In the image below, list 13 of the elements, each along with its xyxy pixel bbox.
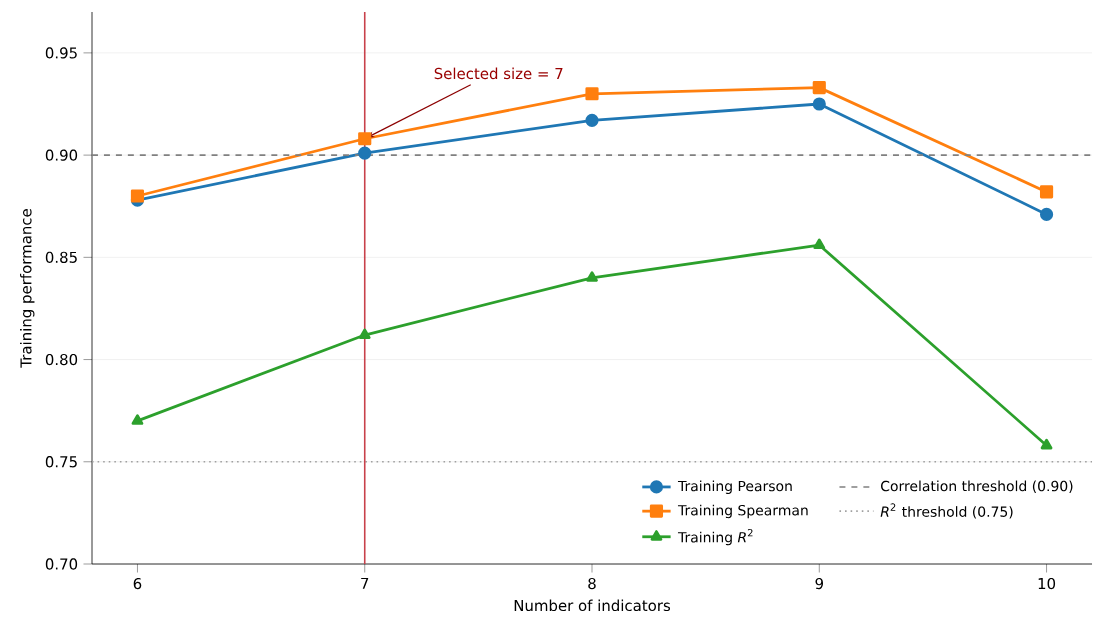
point — [813, 238, 826, 250]
point — [1039, 207, 1054, 221]
point — [585, 113, 599, 127]
point — [585, 87, 599, 101]
point — [586, 271, 598, 282]
point — [358, 328, 371, 340]
point — [358, 146, 372, 160]
point — [358, 132, 372, 146]
point — [1040, 438, 1053, 450]
point — [812, 81, 826, 95]
point — [1039, 185, 1054, 199]
point — [131, 414, 144, 425]
point — [812, 97, 826, 111]
